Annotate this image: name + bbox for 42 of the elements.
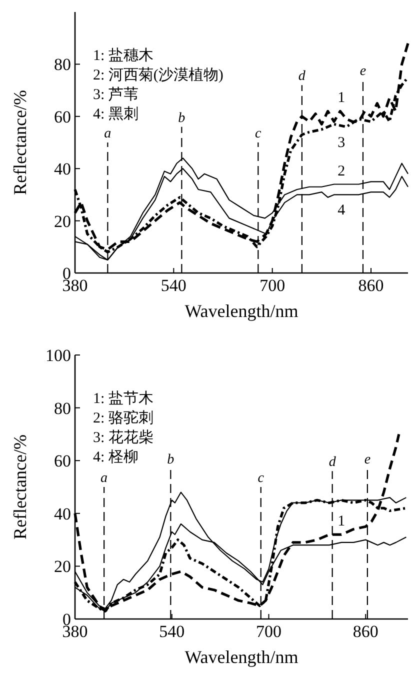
y-tick-label: 40 [54, 160, 71, 179]
y-axis-title: Reflectance/% [10, 434, 30, 540]
series-label: 1 [338, 90, 346, 106]
x-axis-title: Wavelength/nm [184, 647, 298, 667]
ref-line-label: b [178, 110, 186, 126]
ref-line-label: d [298, 69, 306, 84]
annotation: 1: 盐穗木 [93, 47, 154, 64]
y-tick-label: 100 [46, 346, 71, 365]
series-label: 1 [338, 514, 346, 530]
x-tick-label: 540 [159, 622, 185, 641]
y-axis-title: Reflectance/% [10, 90, 30, 195]
x-tick-label: 860 [352, 622, 378, 641]
annotation: 2: 骆驼刺 [93, 410, 154, 426]
ref-line-label: e [360, 64, 366, 79]
series-label: 2 [338, 163, 346, 180]
x-tick-label: 700 [256, 622, 282, 641]
annotation: 1: 盐节木 [93, 390, 154, 407]
series-label: 4 [338, 202, 346, 219]
x-tick-label: 860 [358, 276, 384, 295]
ref-line-label: d [328, 455, 337, 470]
y-tick-label: 60 [54, 452, 71, 471]
ref-line-label: a [100, 471, 108, 486]
annotation: 3: 芦苇 [93, 86, 138, 103]
y-tick-label: 40 [54, 504, 71, 524]
ref-line-label: e [364, 452, 371, 468]
series-label: 3 [338, 134, 346, 151]
y-tick-label: 80 [54, 398, 71, 418]
y-tick-label: 60 [54, 107, 71, 126]
y-tick-label: 20 [54, 212, 71, 231]
annotation: 3: 花花柴 [93, 429, 154, 446]
x-axis-title: Wavelength/nm [184, 301, 298, 321]
annotation: 4: 黑刺 [93, 106, 138, 122]
ref-line-label: b [167, 452, 174, 468]
ref-line-label: c [255, 126, 262, 142]
annotation: 4: 柽柳 [93, 448, 138, 466]
ref-line-label: c [258, 471, 265, 486]
x-tick-label: 540 [160, 276, 186, 295]
y-tick-label: 20 [54, 557, 71, 576]
ref-line-label: a [104, 126, 112, 142]
annotation: 2: 河西菊(沙漠植物) [93, 66, 224, 84]
x-tick-label: 700 [260, 276, 286, 295]
y-tick-label: 80 [54, 55, 71, 74]
